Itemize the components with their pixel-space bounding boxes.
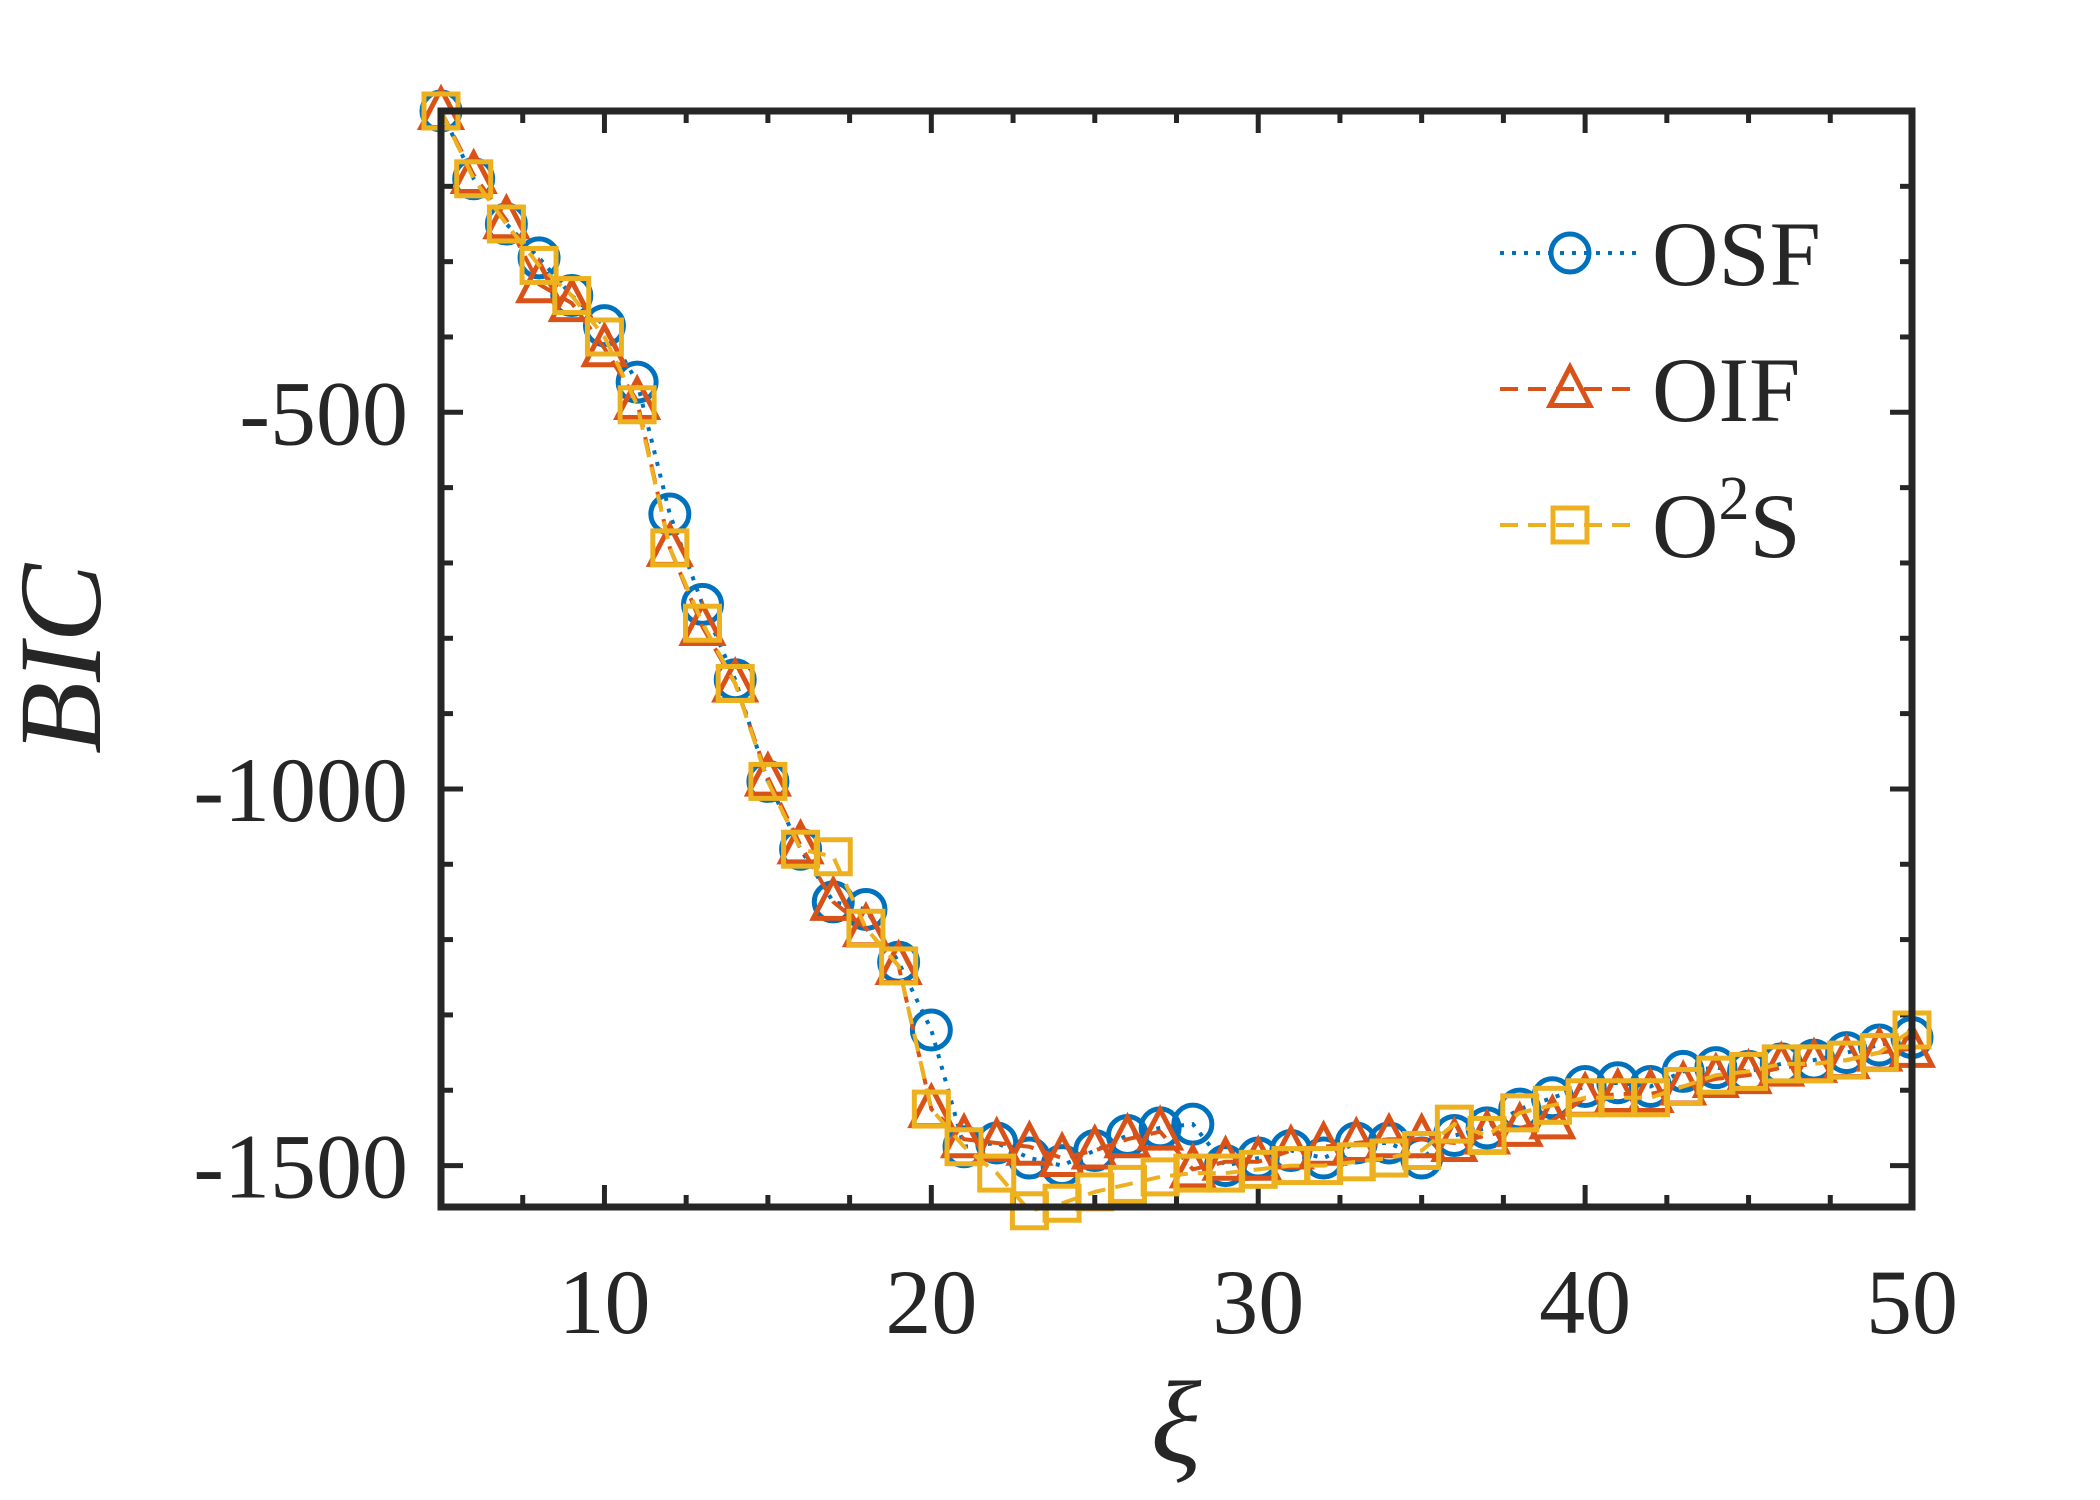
- data-point: [1691, 1051, 1740, 1098]
- legend-marker: [1550, 505, 1590, 545]
- data-point: [977, 1153, 1017, 1193]
- data-point: [1234, 1134, 1283, 1181]
- data-point: [1528, 1092, 1577, 1140]
- data-point: [547, 275, 596, 323]
- data-point: [584, 317, 624, 357]
- data-point: [1037, 1130, 1087, 1178]
- x-tick-label: 50: [1866, 1251, 1958, 1353]
- data-point: [1070, 1123, 1119, 1170]
- y-tick-label: -1500: [193, 1116, 408, 1218]
- data-point: [1495, 1100, 1544, 1147]
- data-point: [1859, 1033, 1899, 1073]
- data-point: [715, 663, 755, 703]
- x-axis-title: ξ: [1151, 1357, 1202, 1488]
- y-tick-label: -500: [239, 362, 408, 464]
- data-point: [809, 874, 858, 921]
- legend-label: O2S: [1652, 465, 1801, 577]
- data-point: [1467, 1115, 1507, 1155]
- data-point: [1201, 1134, 1250, 1181]
- data-point: [486, 204, 526, 244]
- data-point: [482, 192, 531, 240]
- data-point: [613, 373, 662, 421]
- data-point: [1168, 1141, 1217, 1189]
- data-point: [617, 385, 657, 425]
- data-point: [776, 818, 825, 865]
- legend-superscript: 2: [1718, 465, 1749, 533]
- data-point: [1136, 1104, 1185, 1151]
- data-point: [1299, 1119, 1348, 1166]
- tick-labels: 10 20 30 40 50 -1500 -1000 -500: [193, 362, 1958, 1353]
- legend-marker: [1548, 231, 1592, 275]
- data-point: [454, 159, 494, 199]
- x-tick-label: 40: [1539, 1251, 1631, 1353]
- data-point: [449, 147, 498, 195]
- data-point: [580, 320, 629, 368]
- data-point: [1364, 1111, 1414, 1159]
- data-point: [650, 528, 690, 568]
- data-point: [911, 1089, 951, 1129]
- plot-frame: [437, 107, 1916, 1211]
- legend-marker: [1545, 361, 1595, 408]
- data-point: [678, 599, 727, 646]
- legend-entry-oif: OIF: [1500, 339, 1800, 441]
- data-point: [846, 908, 886, 948]
- data-point: [1593, 1066, 1642, 1114]
- data-point: [1005, 1119, 1054, 1166]
- data-point: [743, 750, 793, 797]
- x-tick-label: 30: [1212, 1251, 1304, 1353]
- y-tick-label: -1000: [193, 739, 408, 841]
- data-point: [1626, 1066, 1675, 1114]
- data-point: [944, 1127, 984, 1167]
- legend: OSF OIF O2S: [1500, 203, 1821, 577]
- x-tick-label: 10: [558, 1251, 650, 1353]
- data-point: [879, 946, 919, 986]
- data-point: [519, 245, 559, 285]
- legend-label: OIF: [1652, 339, 1800, 441]
- data-point: [552, 276, 592, 316]
- legend-entry-o2s: O2S: [1500, 465, 1801, 577]
- data-point: [748, 761, 788, 801]
- y-axis-title: BIC: [0, 563, 126, 754]
- legend-entry-osf: OSF: [1500, 203, 1821, 305]
- data-point: [1332, 1115, 1381, 1162]
- legend-label: OSF: [1652, 203, 1821, 305]
- data-point: [1103, 1111, 1152, 1159]
- legend-suffix: S: [1749, 475, 1800, 577]
- x-tick-label: 20: [885, 1251, 977, 1353]
- data-point: [813, 837, 853, 877]
- data-point: [972, 1115, 1021, 1162]
- data-point: [1402, 1131, 1442, 1171]
- data-point: [683, 603, 723, 643]
- data-point: [1397, 1111, 1446, 1159]
